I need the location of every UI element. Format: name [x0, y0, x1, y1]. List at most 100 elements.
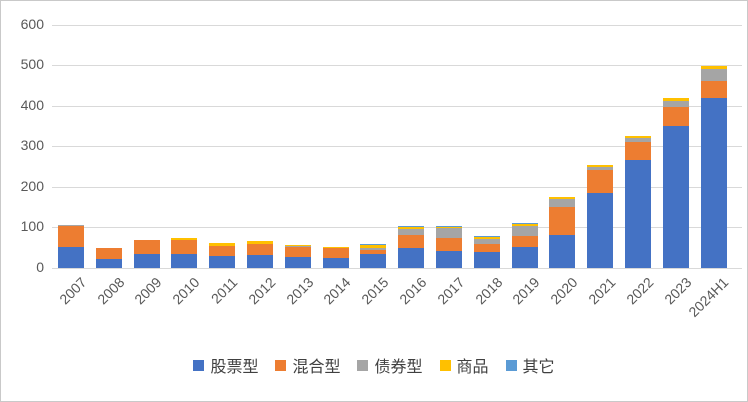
legend: 股票型 混合型 债券型 商品 其它: [1, 353, 747, 377]
bar-segment-2011-s1: [209, 245, 236, 257]
bar-segment-2016-s2: [398, 229, 425, 236]
bar-2016: [398, 225, 425, 268]
legend-item-3: 商品: [439, 353, 489, 377]
bar-segment-2019-s1: [511, 235, 538, 247]
bar-2017: [435, 226, 462, 268]
bar-segment-2022-s0: [624, 160, 651, 268]
bar-segment-2017-s4: [435, 226, 462, 228]
x-tick-label-2014: 2014: [320, 274, 354, 308]
bar-segment-2010-s3: [171, 237, 198, 240]
bar-segment-2017-s0: [435, 250, 462, 268]
bar-segment-2024H1-s1: [700, 80, 727, 99]
bar-2019: [511, 222, 538, 268]
bar-segment-2007-s0: [57, 246, 84, 268]
bar-segment-2008-s0: [95, 259, 122, 268]
y-tick-label: 200: [20, 177, 44, 194]
bar-segment-2019-s3: [511, 223, 538, 226]
legend-label: 债券型: [374, 359, 423, 376]
bar-segment-2019-s2: [511, 225, 538, 236]
bar-segment-2022-s3: [624, 136, 651, 139]
y-tick-label: 600: [20, 15, 44, 32]
bar-segment-2014-s3: [322, 246, 349, 249]
x-tick-label-2015: 2015: [358, 274, 392, 308]
bar-segment-2020-s0: [549, 235, 576, 268]
bar-segment-2007-s1: [57, 226, 84, 247]
bar-segment-2009-s1: [133, 239, 160, 254]
legend-marker-icon: [505, 359, 517, 371]
bar-segment-2023-s3: [662, 98, 689, 101]
bar-segment-2012-s3: [246, 241, 273, 244]
bar-segment-2022-s1: [624, 142, 651, 161]
x-tick-label-2010: 2010: [169, 274, 203, 308]
bar-segment-2015-s0: [360, 253, 387, 268]
bar-segment-2013-s2: [284, 246, 311, 248]
bar-segment-2013-s0: [284, 257, 311, 268]
x-tick-label-2024H1: 2024H1: [685, 274, 732, 320]
y-tick-label: 300: [20, 137, 44, 154]
legend-item-2: 债券型: [357, 353, 423, 377]
legend-marker-icon: [357, 359, 369, 371]
bar-segment-2007-s2: [57, 224, 84, 227]
bar-2008: [95, 247, 122, 268]
legend-item-4: 其它: [505, 353, 555, 377]
bar-segment-2023-s0: [662, 125, 689, 268]
x-tick-label-2008: 2008: [93, 274, 128, 308]
bar-segment-2013-s1: [284, 247, 311, 258]
bar-segment-2023-s1: [662, 107, 689, 126]
bar-segment-2023-s2: [662, 100, 689, 108]
x-tick-label-2021: 2021: [585, 274, 619, 308]
legend-label: 商品: [456, 359, 489, 376]
bar-2012: [246, 241, 273, 268]
bar-segment-2017-s2: [435, 227, 462, 239]
bar-2007: [57, 224, 84, 268]
bar-segment-2014-s1: [322, 248, 349, 259]
bar-segment-2016-s3: [398, 227, 425, 229]
bar-segment-2020-s2: [549, 199, 576, 208]
bar-segment-2020-s1: [549, 207, 576, 236]
gridline-200: [52, 186, 742, 188]
bar-segment-2016-s0: [398, 248, 425, 268]
bar-segment-2021-s3: [587, 164, 614, 167]
bar-segment-2016-s1: [398, 235, 425, 249]
bar-2010: [171, 237, 198, 268]
bar-segment-2015-s4: [360, 243, 387, 246]
bar-segment-2012-s0: [246, 254, 273, 268]
bar-segment-2010-s1: [171, 239, 198, 255]
legend-marker-icon: [275, 359, 287, 371]
x-tick-label-2013: 2013: [282, 274, 317, 308]
gridline-300: [52, 146, 742, 148]
bar-segment-2018-s1: [473, 243, 500, 253]
gridline-500: [52, 65, 742, 67]
bar-segment-2021-s2: [587, 166, 614, 170]
bar-segment-2010-s0: [171, 254, 198, 268]
bar-2023: [662, 98, 689, 268]
x-tick-label-2022: 2022: [622, 274, 657, 308]
bar-segment-2018-s4: [473, 235, 500, 237]
legend-item-1: 混合型: [275, 353, 340, 377]
x-tick-label-2017: 2017: [433, 274, 468, 308]
gridline-400: [52, 105, 742, 107]
bar-2015: [360, 243, 387, 268]
legend-label: 股票型: [210, 359, 259, 376]
bar-segment-2015-s3: [360, 245, 387, 248]
bar-segment-2020-s3: [549, 197, 576, 200]
legend-label: 其它: [522, 359, 555, 376]
bar-segment-2015-s1: [360, 249, 387, 254]
bar-segment-2018-s2: [473, 238, 500, 244]
legend-item-0: 股票型: [193, 353, 258, 377]
bar-2011: [209, 243, 236, 268]
bar-segment-2016-s4: [398, 225, 425, 227]
bar-segment-2009-s0: [133, 253, 160, 268]
bar-2013: [284, 244, 311, 268]
bar-2014: [322, 246, 349, 268]
x-tick-label-2009: 2009: [131, 274, 165, 308]
bar-segment-2011-s3: [209, 243, 236, 246]
bar-segment-2022-s2: [624, 138, 651, 143]
y-tick-label: 500: [20, 56, 44, 73]
bar-segment-2024H1-s0: [700, 98, 727, 268]
bar-segment-2018-s3: [473, 236, 500, 239]
bar-segment-2024H1-s3: [700, 66, 727, 69]
y-tick-label: 400: [20, 96, 44, 113]
bar-segment-2012-s1: [246, 243, 273, 255]
